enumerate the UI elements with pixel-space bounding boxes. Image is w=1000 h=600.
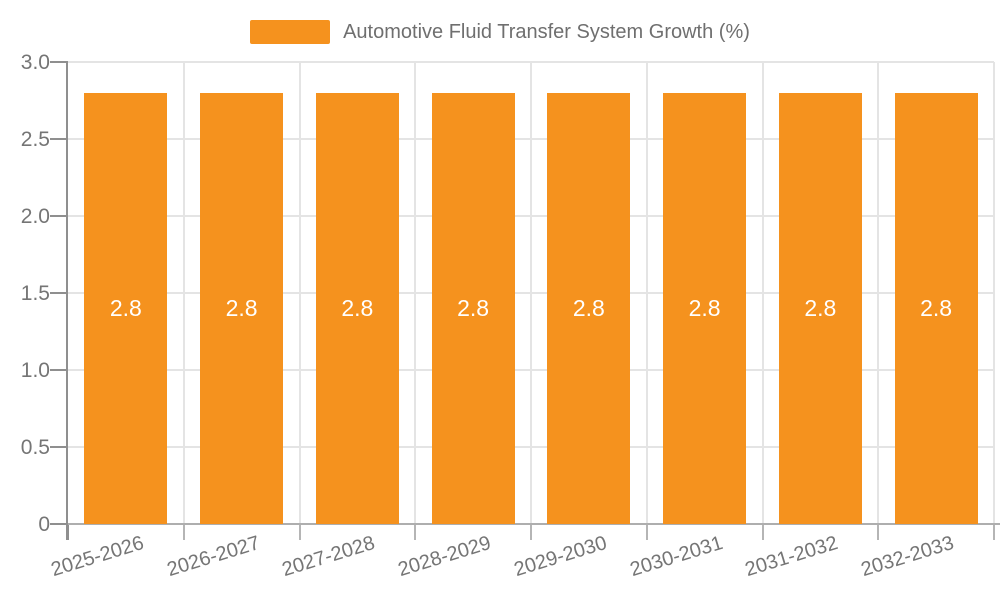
x-axis-tick [530, 524, 532, 540]
bar-value-label: 2.8 [341, 294, 374, 321]
y-axis-tick [50, 369, 68, 371]
v-gridline [993, 62, 995, 524]
x-axis-line [68, 523, 1000, 525]
bar[interactable]: 2.8 [547, 92, 631, 524]
x-axis-tick [993, 524, 995, 540]
legend-label[interactable]: Automotive Fluid Transfer System Growth … [343, 20, 750, 43]
y-axis-tick [50, 292, 68, 294]
v-gridline [414, 62, 417, 524]
y-axis-tick [50, 61, 68, 63]
legend-swatch[interactable] [250, 20, 331, 44]
bar-value-label: 2.8 [225, 294, 258, 321]
bar[interactable]: 2.8 [84, 92, 168, 524]
v-gridline [877, 62, 880, 524]
bar[interactable]: 2.8 [431, 92, 515, 524]
x-axis-tick [761, 524, 764, 540]
bar[interactable]: 2.8 [778, 92, 862, 524]
bar-value-label: 2.8 [572, 294, 605, 321]
x-axis-tick [298, 524, 301, 540]
x-axis-tick [414, 524, 417, 540]
y-axis-tick [50, 138, 68, 140]
legend[interactable]: Automotive Fluid Transfer System Growth … [0, 16, 1000, 48]
v-gridline [182, 62, 185, 524]
x-axis-tick [67, 524, 69, 540]
y-axis-label: 1.5 [20, 282, 50, 305]
v-gridline [298, 62, 301, 524]
y-axis-label: 1.0 [20, 359, 50, 382]
bar-value-label: 2.8 [688, 294, 721, 321]
bar-value-label: 2.8 [920, 294, 953, 321]
y-axis-label: 2.0 [20, 205, 50, 228]
bar[interactable]: 2.8 [315, 92, 399, 524]
y-axis-tick [50, 446, 68, 448]
bar-value-label: 2.8 [109, 294, 142, 321]
v-gridline [530, 62, 532, 524]
y-axis-tick [50, 523, 68, 525]
y-axis-label: 2.5 [20, 128, 50, 151]
bar[interactable]: 2.8 [663, 92, 747, 524]
bar-value-label: 2.8 [804, 294, 837, 321]
v-gridline [645, 62, 648, 524]
bar[interactable]: 2.8 [894, 92, 978, 524]
v-gridline [761, 62, 764, 524]
bar[interactable]: 2.8 [200, 92, 284, 524]
y-axis-label: 0 [38, 513, 50, 536]
y-axis-tick [50, 215, 68, 217]
y-axis-label: 3.0 [20, 51, 50, 74]
x-axis-tick [645, 524, 648, 540]
y-axis-line [66, 62, 68, 540]
x-axis-tick [182, 524, 185, 540]
x-axis-tick [877, 524, 880, 540]
bar-value-label: 2.8 [457, 294, 490, 321]
y-axis-label: 0.5 [20, 436, 50, 459]
